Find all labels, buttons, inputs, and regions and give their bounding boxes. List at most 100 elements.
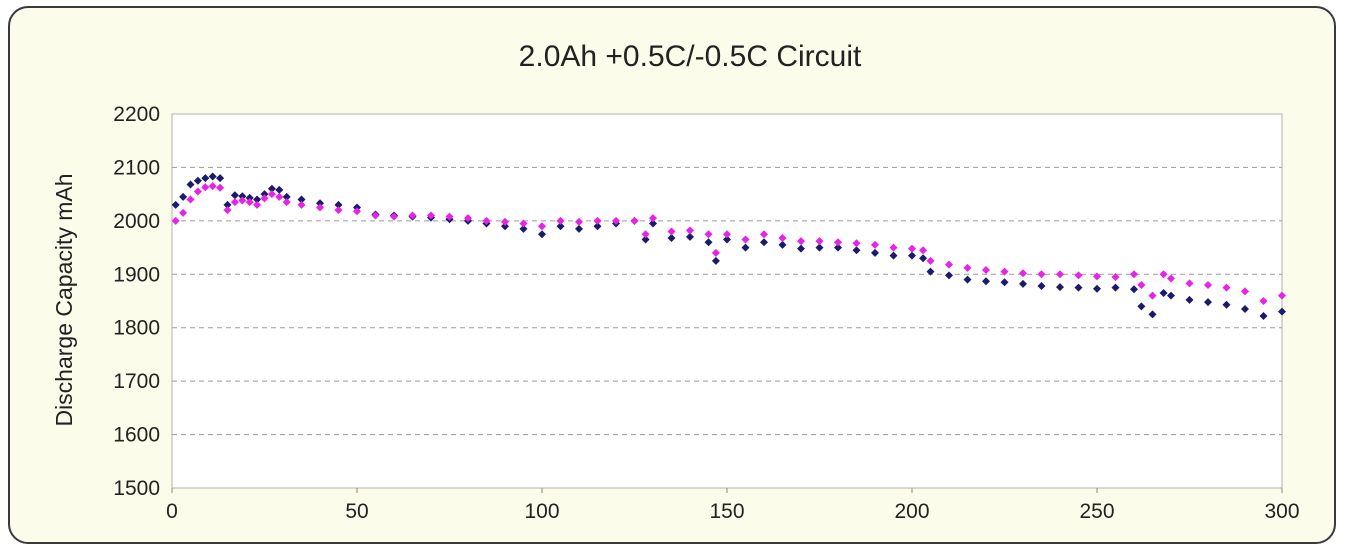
x-tick-label: 50 (345, 500, 368, 523)
y-tick-label: 2200 (113, 103, 160, 126)
data-point (1148, 310, 1157, 319)
data-point (1037, 282, 1046, 291)
data-point (1000, 267, 1009, 276)
data-point (253, 195, 262, 204)
data-point (667, 227, 676, 236)
data-point (852, 239, 861, 248)
data-point (1056, 283, 1064, 292)
data-point (797, 237, 805, 246)
data-point (641, 230, 650, 239)
data-point (390, 212, 398, 221)
series-1 (171, 182, 1286, 305)
data-point (1222, 283, 1231, 292)
data-point (686, 226, 694, 235)
chart-title: 2.0Ah +0.5C/-0.5C Circuit (519, 40, 862, 73)
data-point (1093, 272, 1101, 281)
data-point (501, 222, 509, 231)
data-point (316, 199, 324, 208)
data-point (575, 217, 583, 226)
data-point (1204, 280, 1212, 289)
data-point (1056, 270, 1064, 279)
data-point (223, 206, 232, 215)
data-point (1074, 283, 1083, 292)
y-axis-label: Discharge Capacity mAh (51, 173, 77, 426)
data-point (1159, 288, 1168, 297)
data-point (408, 211, 417, 220)
data-point (760, 238, 768, 247)
data-point (464, 214, 472, 223)
x-tick-label: 200 (894, 500, 929, 523)
data-point (519, 219, 528, 228)
data-point (834, 238, 842, 247)
data-point (316, 203, 324, 212)
data-point (538, 230, 546, 239)
data-point (482, 216, 491, 225)
data-point (963, 275, 972, 284)
x-tick-label: 300 (1264, 500, 1299, 523)
data-point (1278, 291, 1286, 300)
data-point (201, 183, 210, 192)
data-point (501, 217, 509, 226)
plot-area (171, 113, 1283, 489)
x-tick-label: 250 (1079, 500, 1114, 523)
data-point (641, 235, 650, 244)
x-tick-label: 100 (524, 500, 559, 523)
data-point (815, 237, 824, 246)
data-point (945, 260, 953, 269)
y-tick-label: 1800 (113, 317, 160, 340)
y-tick-label: 1700 (113, 370, 160, 393)
data-point (704, 230, 713, 239)
data-point (245, 193, 254, 202)
data-point (538, 222, 546, 231)
data-point (649, 219, 657, 228)
data-point (1093, 284, 1101, 293)
data-point (1167, 274, 1175, 283)
data-point (778, 233, 787, 242)
data-point (1111, 272, 1120, 281)
data-point (723, 235, 731, 244)
x-tick-label: 150 (709, 500, 744, 523)
data-point (245, 198, 254, 207)
data-point (238, 196, 247, 205)
data-point (778, 240, 787, 249)
data-point (889, 251, 898, 260)
data-point (216, 183, 225, 192)
data-point (282, 192, 291, 201)
data-point (963, 263, 972, 272)
y-tick-label: 1600 (113, 424, 160, 447)
data-point (1019, 269, 1027, 278)
data-point (171, 200, 180, 209)
data-point (275, 185, 284, 194)
data-point (223, 200, 232, 209)
data-point (230, 198, 239, 207)
data-point (834, 243, 842, 252)
data-point (1204, 298, 1212, 307)
data-point (260, 194, 269, 203)
data-point (630, 216, 639, 225)
data-point (1241, 287, 1249, 296)
data-point (982, 277, 990, 286)
data-point (334, 200, 343, 209)
data-point (230, 191, 239, 200)
data-point (593, 222, 602, 231)
data-point (1074, 271, 1083, 280)
data-point (253, 200, 262, 209)
data-point (1159, 270, 1168, 279)
data-point (267, 190, 276, 199)
data-point (575, 224, 583, 233)
y-tick-label: 2100 (113, 156, 160, 179)
y-tick-label: 2000 (113, 210, 160, 233)
data-point (908, 251, 916, 260)
data-point (1037, 270, 1046, 279)
data-point (1137, 280, 1146, 289)
data-point (1259, 297, 1268, 305)
data-point (427, 211, 435, 220)
data-point (711, 248, 720, 257)
data-point (741, 235, 750, 244)
data-point (797, 244, 805, 253)
data-point (741, 243, 750, 252)
data-point (1137, 302, 1146, 311)
data-point (926, 256, 935, 265)
data-point (723, 230, 731, 239)
data-point (711, 256, 720, 265)
